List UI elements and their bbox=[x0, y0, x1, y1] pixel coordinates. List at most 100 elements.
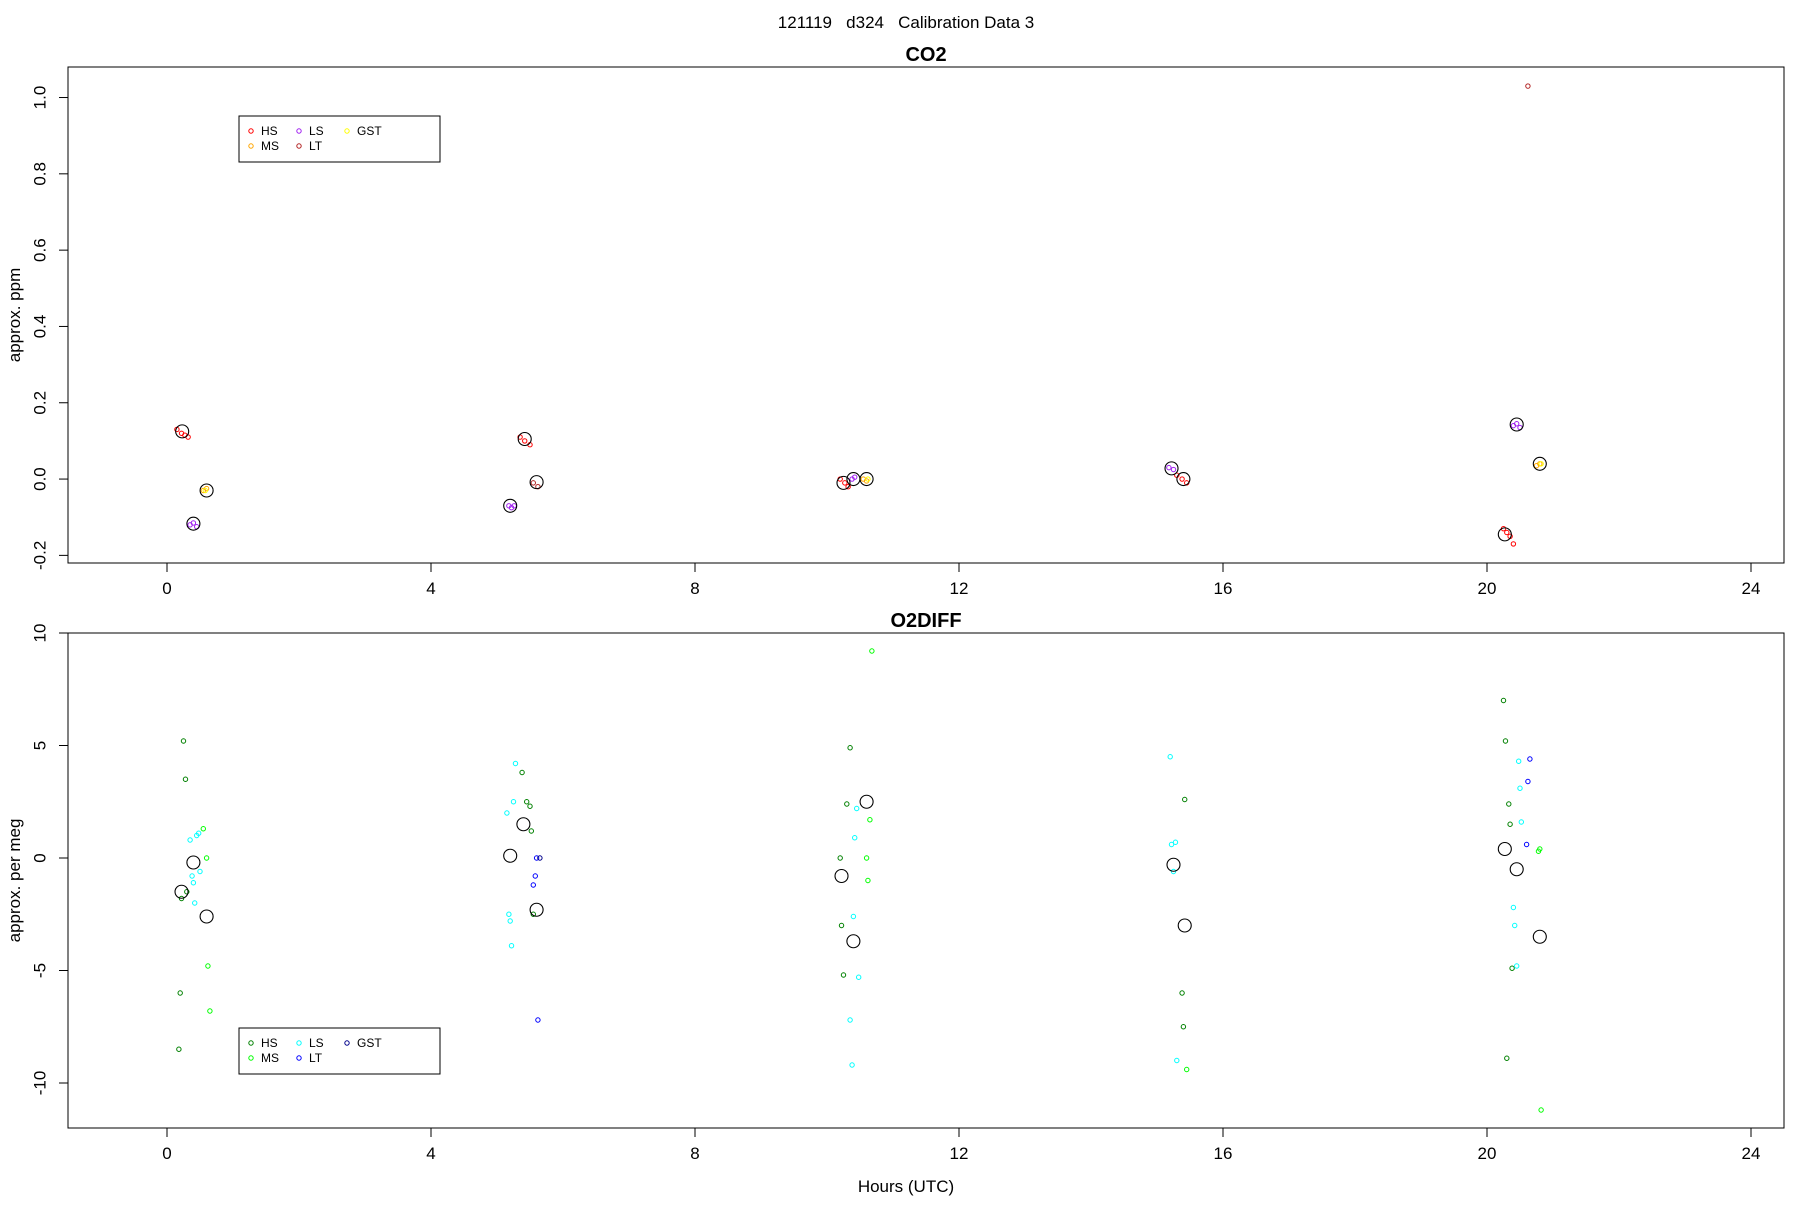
o2diff-y-tick-label: -10 bbox=[31, 1071, 50, 1096]
o2diff-point bbox=[1517, 785, 1523, 791]
o2diff-series-gst bbox=[537, 855, 543, 861]
co2-legend-marker bbox=[248, 128, 254, 134]
co2-panel-title: CO2 bbox=[905, 44, 946, 66]
o2diff-point bbox=[1512, 922, 1518, 929]
co2-x-tick-label: 12 bbox=[950, 579, 969, 598]
co2-x-tick-label: 20 bbox=[1478, 579, 1497, 598]
o2diff-point bbox=[847, 745, 853, 751]
o2diff-series-mean bbox=[174, 794, 1547, 949]
co2-x-tick-label: 8 bbox=[690, 579, 699, 598]
o2diff-point bbox=[199, 909, 214, 924]
co2-y-tick-label: 0.6 bbox=[31, 238, 50, 262]
co2-point bbox=[1176, 472, 1191, 487]
o2diff-legend-label: LT bbox=[309, 1051, 323, 1065]
o2diff-point bbox=[510, 799, 517, 805]
co2-y-tick-label: 0.2 bbox=[31, 391, 50, 415]
co2-series-mean bbox=[175, 417, 1547, 542]
o2diff-series-ls bbox=[187, 754, 1525, 1068]
o2diff-point bbox=[849, 1062, 855, 1068]
o2diff-point bbox=[1509, 965, 1515, 971]
o2diff-y-tick-label: 10 bbox=[31, 624, 50, 643]
o2diff-point bbox=[207, 1008, 213, 1014]
o2diff-point bbox=[1182, 796, 1188, 803]
co2-x-tick-label: 4 bbox=[426, 579, 435, 598]
o2diff-point bbox=[859, 794, 874, 809]
o2diff-point bbox=[1523, 841, 1530, 848]
o2diff-point bbox=[528, 828, 535, 834]
co2-point bbox=[530, 480, 536, 486]
o2diff-point bbox=[182, 776, 189, 782]
o2diff-point bbox=[1167, 754, 1173, 760]
co2-x-tick-label: 16 bbox=[1214, 579, 1233, 598]
co2-y-tick-label: 0.0 bbox=[31, 467, 50, 491]
o2diff-point bbox=[187, 837, 193, 843]
o2diff-point bbox=[1500, 697, 1507, 704]
co2-point bbox=[836, 475, 851, 490]
o2diff-point bbox=[1532, 929, 1547, 944]
co2-legend-marker bbox=[296, 143, 302, 149]
o2diff-point bbox=[533, 855, 540, 861]
o2diff-point bbox=[530, 911, 536, 917]
o2diff-point bbox=[1184, 1066, 1190, 1073]
o2diff-point bbox=[869, 648, 875, 654]
co2-y-tick-label: 1.0 bbox=[31, 86, 50, 110]
o2diff-point bbox=[519, 769, 525, 776]
o2diff-legend-marker bbox=[248, 1040, 254, 1046]
o2diff-y-axis-title: approx. per meg bbox=[5, 819, 24, 943]
o2diff-series-ms bbox=[200, 648, 1544, 1113]
o2diff-legend-marker bbox=[344, 1040, 350, 1046]
co2-point bbox=[865, 476, 871, 482]
figure-title: 121119 d324 Calibration Data 3 bbox=[778, 13, 1034, 32]
o2diff-point bbox=[855, 974, 862, 980]
co2-point bbox=[1538, 461, 1544, 467]
co2-point bbox=[859, 472, 874, 487]
o2diff-point bbox=[1525, 778, 1531, 785]
o2diff-series-hs bbox=[176, 697, 1515, 1061]
o2diff-point bbox=[200, 826, 207, 832]
co2-point bbox=[1532, 456, 1547, 471]
o2diff-point bbox=[524, 799, 530, 805]
co2-point bbox=[845, 483, 851, 490]
o2diff-point bbox=[529, 902, 544, 917]
o2diff-point bbox=[850, 913, 857, 920]
o2diff-x-tick-label: 0 bbox=[162, 1144, 171, 1163]
co2-point bbox=[190, 520, 197, 526]
co2-y-axis-title: approx. ppm bbox=[5, 268, 24, 363]
co2-point bbox=[175, 424, 190, 439]
o2diff-point bbox=[854, 805, 860, 812]
co2-point bbox=[1164, 461, 1179, 476]
o2diff-point bbox=[863, 855, 870, 861]
co2-x-tick-label: 0 bbox=[162, 579, 171, 598]
o2diff-legend-marker bbox=[248, 1055, 254, 1061]
o2diff-point bbox=[532, 873, 538, 879]
co2-legend-marker bbox=[248, 143, 254, 149]
o2diff-point bbox=[503, 848, 518, 863]
o2diff-point bbox=[1518, 819, 1525, 825]
o2diff-point bbox=[184, 889, 190, 895]
co2-legend-label: HS bbox=[261, 124, 278, 138]
o2diff-legend-label: GST bbox=[357, 1036, 382, 1050]
o2diff-panel-title: O2DIFF bbox=[890, 610, 961, 632]
o2diff-point bbox=[1537, 846, 1543, 852]
o2diff-point bbox=[180, 738, 187, 744]
o2diff-point bbox=[1177, 918, 1192, 933]
o2diff-point bbox=[192, 900, 198, 906]
o2diff-point bbox=[840, 972, 847, 978]
o2diff-point bbox=[176, 1046, 182, 1052]
o2diff-legend-label: LS bbox=[309, 1036, 324, 1050]
co2-point bbox=[1166, 464, 1172, 471]
o2diff-point bbox=[189, 873, 195, 879]
co2-series-lt bbox=[530, 83, 1531, 490]
o2diff-legend-marker bbox=[296, 1040, 302, 1046]
o2diff-point bbox=[1515, 758, 1522, 764]
o2diff-x-tick-label: 4 bbox=[426, 1144, 435, 1163]
shared-x-axis-title: Hours (UTC) bbox=[858, 1177, 954, 1196]
co2-point bbox=[522, 438, 528, 444]
o2diff-point bbox=[837, 855, 843, 861]
o2diff-point bbox=[507, 918, 513, 924]
co2-point bbox=[529, 475, 544, 490]
